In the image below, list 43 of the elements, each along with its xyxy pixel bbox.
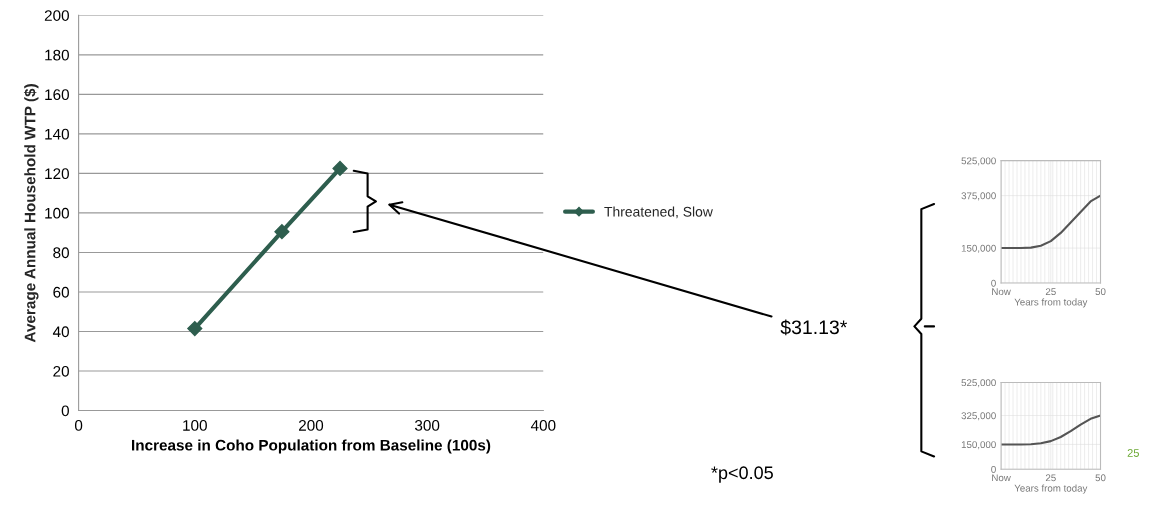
- y-tick-label: 0: [61, 405, 69, 417]
- x-tick-label: 0: [74, 419, 83, 431]
- y-tick-label: 60: [53, 286, 69, 298]
- y-tick-label: 100: [45, 207, 69, 219]
- x-tick-label: Now: [992, 288, 1011, 296]
- y-tick-label: 120: [45, 168, 69, 180]
- text: 25: [1127, 449, 1139, 457]
- legend-label: Threatened, Slow: [604, 206, 713, 219]
- x-tick-label: 300: [414, 419, 440, 431]
- point: [274, 224, 290, 240]
- y-tick-label: 160: [45, 89, 69, 101]
- y-tick-label: 200: [44, 10, 69, 21]
- x-tick-label: 400: [530, 419, 556, 431]
- x-tick-label: 200: [298, 419, 324, 431]
- x-axis-title: Increase in Coho Population from Baseline (100s): [132, 439, 491, 454]
- point: [187, 320, 203, 337]
- y-tick-label: 0: [991, 279, 996, 287]
- y-axis-title: Average Annual Household WTP ($): [23, 84, 39, 343]
- x-tick-label: 25: [1045, 288, 1056, 296]
- y-tick-label: 180: [45, 49, 69, 61]
- y-tick-label: 150,000: [961, 244, 996, 253]
- x-tick-label: Now: [992, 474, 1011, 482]
- line-series: [1001, 414, 1101, 446]
- x-tick-label: 50: [1095, 474, 1106, 482]
- y-tick-label: 375,000: [961, 192, 996, 201]
- x-axis-title: Years from today: [1014, 484, 1088, 494]
- x-tick-label: 50: [1095, 288, 1106, 296]
- x-tick-label: 100: [183, 419, 207, 431]
- x-axis-title: Years from today: [1014, 298, 1088, 308]
- y-tick-label: 325,000: [961, 412, 996, 421]
- y-tick-label: 80: [53, 247, 69, 259]
- text: $31.13*: [780, 319, 848, 336]
- y-tick-label: 0: [991, 465, 996, 473]
- x-tick-label: 25: [1045, 474, 1056, 482]
- y-tick-label: 20: [53, 365, 69, 377]
- y-tick-label: 40: [52, 326, 69, 338]
- y-tick-label: 525,000: [961, 379, 996, 388]
- point: [332, 160, 348, 177]
- line-series: [1001, 194, 1101, 250]
- y-tick-label: 150,000: [961, 441, 996, 450]
- y-tick-label: 140: [45, 128, 69, 140]
- y-tick-label: 525,000: [961, 157, 996, 166]
- text: *p<0.05: [711, 466, 773, 483]
